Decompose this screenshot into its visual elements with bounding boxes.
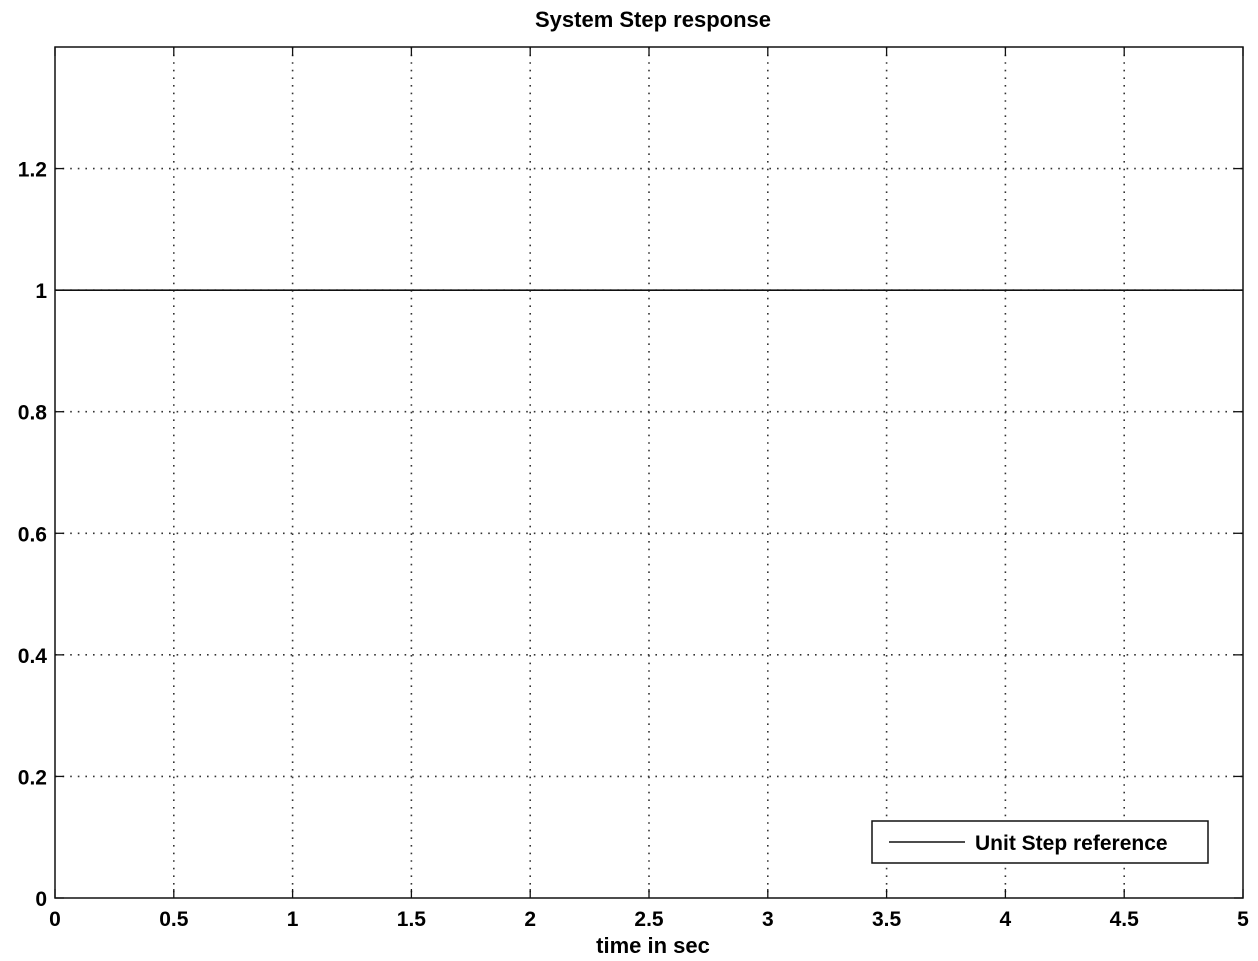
chart-title: System Step response [535,7,771,32]
x-tick-labels: 0 0.5 1 1.5 2 2.5 3 3.5 4 4.5 5 [49,908,1249,931]
y-tick-label: 0.2 [18,766,47,789]
x-tick-label: 4 [1000,908,1012,931]
x-tick-label: 2 [524,908,536,931]
x-tick-label: 2.5 [634,908,664,931]
y-tick-label: 0.8 [18,402,48,425]
x-tick-label: 5 [1237,908,1249,931]
grid-lines [55,47,1243,898]
y-tick-label: 1.2 [18,159,47,182]
y-tick-label: 1 [35,280,47,303]
x-tick-label: 3.5 [872,908,902,931]
x-tick-label: 0 [49,908,61,931]
x-tick-label: 1 [287,908,299,931]
y-tick-label: 0 [35,888,47,911]
plot-area-frame [54,46,1244,899]
x-tick-label: 3 [762,908,774,931]
y-tick-label: 0.6 [18,523,47,546]
y-tick-labels: 0 0.2 0.4 0.6 0.8 1 1.2 [18,159,48,911]
x-tick-label: 1.5 [397,908,427,931]
legend: Unit Step reference [871,820,1209,864]
y-tick-label: 0.4 [18,645,48,668]
x-tick-label: 4.5 [1110,908,1140,931]
x-axis-label: time in sec [596,933,710,958]
legend-label: Unit Step reference [975,832,1168,855]
x-tick-label: 0.5 [159,908,189,931]
